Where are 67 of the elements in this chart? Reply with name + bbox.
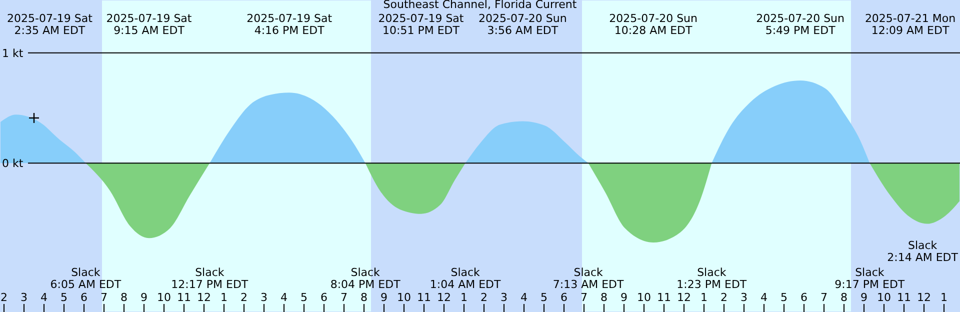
x-tick-label: 7 [820,291,828,304]
x-tick-label: 5 [300,291,308,304]
x-tick-label: 9 [860,291,868,304]
x-tick-label: 10 [637,291,651,304]
chart-title: Southeast Channel, Florida Current [382,0,578,11]
x-tick-label: 6 [560,291,568,304]
x-tick-label: 12 [677,291,691,304]
annotation: Slack 8:04 PM EDT [330,266,401,291]
annotation: Slack 1:04 AM EDT [430,266,502,291]
annotation: 2025-07-19 Sat 2:35 AM EDT [7,12,94,37]
x-tick-label: 2 [0,291,8,304]
x-tick-label: 4 [280,291,288,304]
x-tick-label: 3 [500,291,508,304]
y-tick-label: 1 kt [2,46,24,60]
annotation: 2025-07-19 Sat 9:15 AM EDT [106,12,192,37]
annotation: Slack 2:14 AM EDT [887,239,958,264]
x-tick-label: 9 [620,291,628,304]
x-tick-label: 2 [720,291,728,304]
annotation: 2025-07-21 Mon 12:09 AM EDT [864,12,956,37]
x-tick-label: 11 [657,291,671,304]
annotation: 2025-07-19 Sat 10:51 PM EDT [378,12,464,37]
x-tick-label: 3 [260,291,268,304]
x-tick-label: 7 [580,291,588,304]
x-tick-label: 6 [800,291,808,304]
x-tick-label: 4 [760,291,768,304]
x-tick-label: 11 [177,291,191,304]
x-tick-label: 12 [917,291,931,304]
x-tick-label: 2 [480,291,488,304]
x-tick-label: 12 [437,291,451,304]
x-tick-label: 3 [740,291,748,304]
x-tick-label: 12 [197,291,211,304]
annotation: 2025-07-19 Sat 4:16 PM EDT [246,12,333,37]
x-tick-label: 8 [600,291,608,304]
x-tick-label: 1 [700,291,708,304]
x-tick-label: 4 [520,291,528,304]
x-tick-label: 10 [877,291,891,304]
x-tick-label: 8 [120,291,128,304]
x-tick-label: 3 [20,291,28,304]
annotation: 2025-07-20 Sun 10:28 AM EDT [609,12,698,37]
x-tick-label: 11 [417,291,431,304]
x-tick-label: 7 [340,291,348,304]
x-tick-label: 1 [220,291,228,304]
annotation: Slack 7:13 AM EDT [552,266,624,291]
x-tick-label: 6 [320,291,328,304]
annotation: 2025-07-20 Sun 5:49 PM EDT [756,12,845,37]
x-tick-label: 4 [40,291,48,304]
x-tick-label: 8 [360,291,368,304]
x-tick-label: 7 [100,291,108,304]
x-tick-label: 10 [397,291,411,304]
annotation: 2025-07-20 Sun 3:56 AM EDT [478,12,567,37]
x-tick-label: 10 [157,291,171,304]
annotation: Slack 12:17 PM EDT [171,266,248,291]
annotation: Slack 9:17 PM EDT [834,266,905,291]
x-tick-label: 5 [540,291,548,304]
x-tick-label: 1 [940,291,948,304]
annotation: Slack 6:05 AM EDT [50,266,122,291]
x-tick-label: 9 [380,291,388,304]
x-tick-label: 5 [780,291,788,304]
x-tick-label: 5 [60,291,68,304]
x-tick-label: 8 [840,291,848,304]
annotation: Slack 1:23 PM EDT [676,266,747,291]
x-tick-label: 6 [80,291,88,304]
x-tick-label: 2 [240,291,248,304]
y-tick-label: 0 kt [2,157,24,170]
x-tick-label: 1 [460,291,468,304]
x-tick-label: 11 [897,291,911,304]
x-tick-label: 9 [140,291,148,304]
